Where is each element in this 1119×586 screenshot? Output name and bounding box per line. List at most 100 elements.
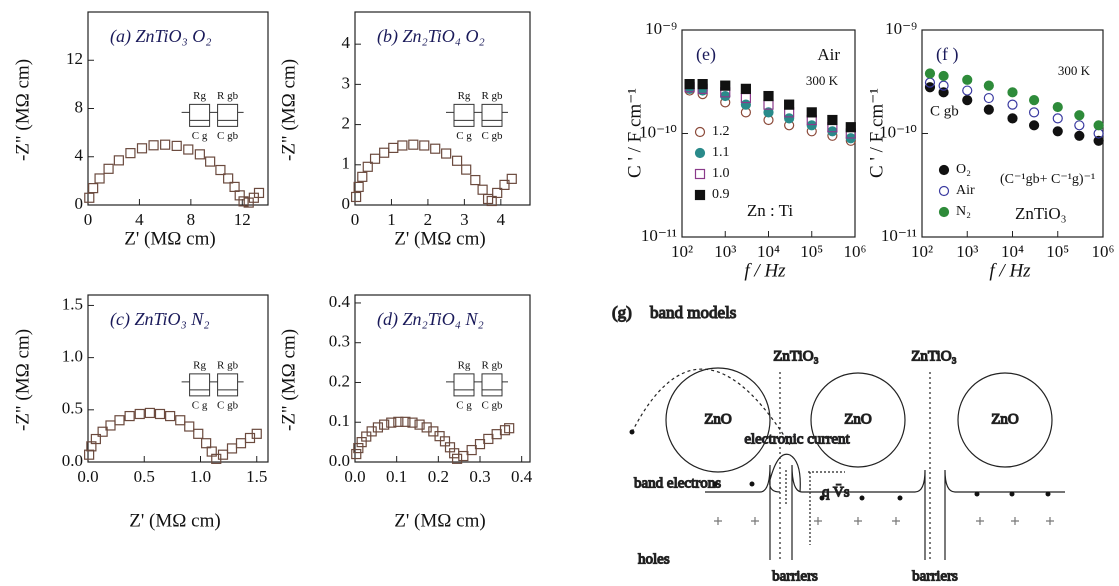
y-tick-label: 0.0 bbox=[329, 451, 350, 470]
legend-label: N₂ bbox=[956, 204, 971, 219]
data-point bbox=[938, 80, 949, 91]
y-tick-label: 4 bbox=[342, 33, 351, 52]
legend-label: 1.2 bbox=[712, 124, 730, 139]
x-axis-label: f / Hz bbox=[989, 260, 1031, 281]
panel-label: (g) bbox=[612, 303, 632, 322]
data-point bbox=[407, 417, 418, 428]
data-point bbox=[477, 184, 488, 195]
legend-marker bbox=[694, 147, 706, 159]
x-axis-label: Z' (MΩ cm) bbox=[394, 228, 485, 249]
data-point bbox=[499, 179, 510, 190]
data-point bbox=[482, 193, 494, 205]
annotation: C gb bbox=[930, 103, 959, 119]
data-point bbox=[697, 79, 708, 90]
data-point bbox=[183, 144, 194, 155]
data-point bbox=[234, 190, 245, 201]
chart-panel: 0 4 8 12 0 4 8 12 Z' (MΩ cm) -Z" (MΩ cm) (a) ZnTiO… bbox=[12, 11, 269, 249]
data-point bbox=[506, 173, 517, 184]
y-axis-label: -Z" (MΩ cm) bbox=[278, 329, 299, 431]
x-axis-label: Z' (MΩ cm) bbox=[394, 510, 485, 531]
circuit bbox=[446, 103, 508, 127]
data-point bbox=[103, 163, 114, 174]
x-tick-label: 10³ bbox=[956, 242, 978, 261]
data-point bbox=[938, 70, 949, 82]
data-point bbox=[434, 431, 445, 442]
data-point bbox=[114, 415, 125, 426]
x-tick-label: 0.5 bbox=[134, 467, 155, 486]
data-point bbox=[148, 140, 159, 151]
grain bbox=[665, 367, 771, 473]
holes bbox=[714, 517, 1054, 525]
data-point bbox=[1028, 120, 1040, 131]
circuit-label: Rg bbox=[193, 90, 206, 102]
data-point bbox=[97, 426, 108, 437]
data-point bbox=[94, 173, 105, 184]
data-point bbox=[1007, 87, 1018, 98]
circuit-label: Rg bbox=[458, 359, 471, 371]
data-point bbox=[217, 449, 229, 460]
x-tick-label: 10⁵ bbox=[800, 242, 823, 261]
data-point bbox=[827, 114, 838, 126]
chart-panel: 10² 10³ 10⁴ 10⁵ 10⁶ 10⁻¹¹ 10⁻¹⁰ 10⁻⁹ f / Hz C ' /… bbox=[866, 19, 1114, 281]
x-tick-label: 10² bbox=[911, 242, 933, 261]
data-point bbox=[397, 140, 408, 151]
legend-label: O₂ bbox=[956, 162, 971, 177]
annotation: (C⁻¹gb+ C⁻¹g)⁻¹ bbox=[1000, 172, 1095, 187]
y-tick-label: 10⁻¹⁰ bbox=[639, 122, 677, 141]
data-point bbox=[806, 107, 817, 118]
x-tick-label: 12 bbox=[234, 210, 251, 229]
data-point bbox=[1052, 113, 1063, 124]
data-point bbox=[441, 148, 452, 159]
data-point bbox=[414, 419, 425, 430]
chart-title: (a) ZnTiO₃ O₂ bbox=[110, 26, 212, 47]
x-tick-label: 0.0 bbox=[344, 467, 365, 486]
y-tick-label: 0.2 bbox=[329, 371, 350, 390]
band-edge bbox=[914, 469, 1065, 560]
y-tick-label: 10⁻¹¹ bbox=[641, 226, 677, 245]
y-tick-label: 1.5 bbox=[62, 294, 83, 313]
legend-marker bbox=[694, 189, 706, 201]
x-tick-label: 10⁴ bbox=[1001, 242, 1024, 261]
barrier-label: barriers bbox=[772, 568, 818, 584]
x-axis-label: Z' (MΩ cm) bbox=[124, 228, 215, 249]
data-point bbox=[763, 107, 774, 118]
y-tick-label: 8 bbox=[75, 97, 84, 116]
data-point bbox=[806, 120, 817, 131]
data-point bbox=[1007, 113, 1018, 124]
data-point bbox=[845, 122, 856, 133]
y-axis-label: C ' / F cm⁻¹ bbox=[866, 88, 887, 178]
data-point bbox=[251, 428, 262, 439]
data-point bbox=[983, 80, 994, 91]
data-point bbox=[171, 140, 182, 151]
data-point bbox=[740, 83, 751, 94]
circuit-label: R gb bbox=[217, 359, 239, 371]
data-point bbox=[372, 422, 384, 433]
circuit bbox=[181, 103, 244, 127]
data-point bbox=[134, 408, 145, 420]
grain bbox=[957, 372, 1053, 468]
data-point bbox=[369, 153, 381, 164]
data-point bbox=[175, 415, 186, 426]
chart-panel: 0 1 2 3 4 0 1 2 3 4 Z' (MΩ cm) -Z" (MΩ cm) (b) Zn₂Ti… bbox=[278, 11, 531, 249]
data-point bbox=[1052, 101, 1063, 113]
data-point bbox=[223, 173, 234, 184]
y-tick-label: 12 bbox=[66, 49, 83, 68]
annotation: Zn : Ti bbox=[747, 201, 794, 220]
x-tick-label: 8 bbox=[187, 210, 196, 229]
legend-label: 0.9 bbox=[712, 187, 730, 202]
x-tick-label: 1 bbox=[387, 210, 396, 229]
data-point bbox=[350, 191, 362, 203]
circuit-label: R gb bbox=[481, 359, 503, 371]
chart-title: (b) Zn₂TiO₄ O₂ bbox=[377, 26, 485, 47]
x-axis-label: Z' (MΩ cm) bbox=[129, 510, 220, 531]
data-point bbox=[238, 196, 249, 207]
data-point bbox=[408, 139, 419, 150]
annotation: ZnTiO₃ bbox=[1015, 204, 1067, 223]
band-diagram: (g) band models ZnTiO₃ ZnTiO₃ ZnO ZnO Zn… bbox=[611, 302, 1065, 585]
data-point bbox=[740, 99, 751, 110]
circuit-label: C gb bbox=[217, 130, 239, 142]
data-point bbox=[962, 74, 973, 85]
data-point bbox=[105, 420, 116, 431]
data-point bbox=[165, 410, 176, 422]
data-point bbox=[474, 439, 486, 450]
